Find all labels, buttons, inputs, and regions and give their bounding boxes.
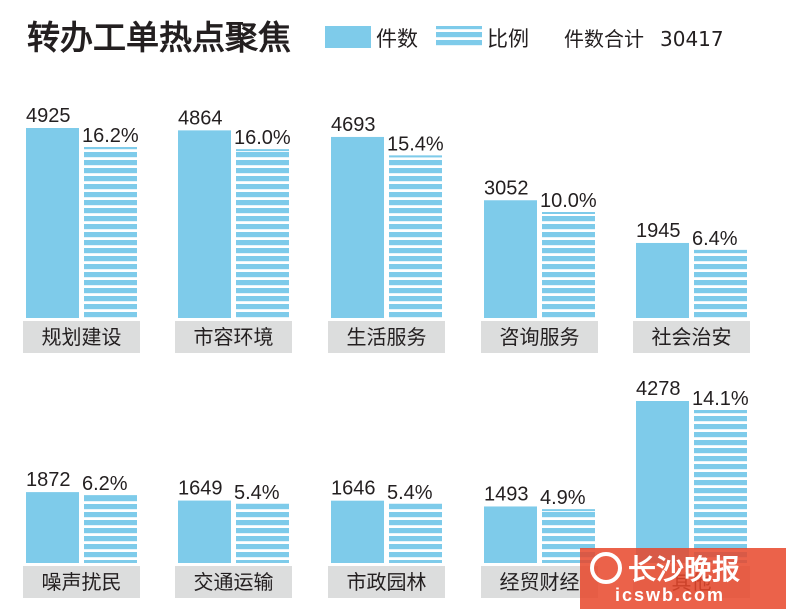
watermark-url: icswb.com [615, 585, 725, 605]
category-label: 社会治安 [652, 325, 732, 349]
ratio-value-label: 6.4% [692, 228, 738, 250]
ratio-bar [84, 148, 137, 318]
category-label: 市容环境 [194, 325, 274, 349]
count-bar [484, 200, 537, 318]
legend-swatch-ratio [436, 26, 482, 48]
ratio-value-label: 10.0% [540, 190, 597, 212]
count-value-label: 1649 [178, 478, 223, 500]
count-bar [484, 506, 537, 563]
count-value-label: 4693 [331, 114, 376, 136]
count-bar [636, 242, 689, 318]
ratio-bar [694, 250, 747, 318]
category-label-box [175, 566, 292, 598]
category-label: 噪声扰民 [42, 570, 122, 594]
ratio-bar [542, 213, 595, 318]
chart-marks: 4925 16.2% 规划建设 4864 16.0% 市容环境 4693 15.4% 生活服务 3… [23, 105, 750, 598]
category-label: 交通运输 [194, 570, 274, 594]
ratio-value-label: 4.9% [540, 487, 586, 509]
ratio-bar [389, 504, 442, 563]
ratio-bar [389, 156, 442, 318]
count-bar [178, 130, 231, 318]
category-label: 咨询服务 [500, 325, 580, 349]
ratio-value-label: 15.4% [387, 133, 444, 155]
count-value-label: 1872 [26, 469, 71, 491]
legend-swatch-count [325, 26, 371, 48]
total-label: 件数合计 [564, 27, 644, 51]
count-value-label: 4925 [26, 105, 71, 127]
ratio-value-label: 16.2% [82, 125, 139, 147]
count-bar [26, 492, 79, 563]
category-label-box [23, 321, 140, 353]
chart-title: 转办工单热点聚焦 [27, 18, 291, 57]
ratio-bar [694, 411, 747, 563]
category-label-box [633, 321, 750, 353]
category-label-box [23, 566, 140, 598]
category-label: 市政园林 [347, 570, 427, 594]
legend-label-ratio: 比例 [487, 27, 529, 51]
watermark-brand: 长沙晚报 [628, 553, 740, 586]
category-label: 经贸财经 [500, 570, 580, 594]
ratio-bar [236, 150, 289, 318]
ratio-bar [236, 504, 289, 563]
ratio-value-label: 5.4% [234, 482, 280, 504]
count-value-label: 3052 [484, 177, 529, 199]
watermark-emblem-icon [590, 552, 622, 584]
watermark-logo: 长沙晚报 icswb.com [580, 548, 786, 609]
count-value-label: 1646 [331, 478, 376, 500]
ratio-value-label: 5.4% [387, 482, 433, 504]
category-label-box [328, 321, 445, 353]
category-label: 规划建设 [42, 325, 122, 349]
legend-label-count: 件数 [376, 27, 418, 51]
category-label-box [481, 566, 598, 598]
count-bar [178, 500, 231, 563]
count-value-label: 4278 [636, 378, 681, 400]
ratio-value-label: 16.0% [234, 127, 291, 149]
category-label-box [175, 321, 292, 353]
count-bar [331, 500, 384, 563]
category-label-box [328, 566, 445, 598]
count-value-label: 1493 [484, 483, 529, 505]
total-value: 30417 [660, 27, 724, 51]
ratio-value-label: 14.1% [692, 388, 749, 410]
count-value-label: 4864 [178, 107, 223, 129]
count-bar [26, 128, 79, 318]
count-value-label: 1945 [636, 220, 681, 242]
ratio-value-label: 6.2% [82, 473, 128, 495]
category-label: 生活服务 [347, 325, 427, 349]
ratio-bar [84, 496, 137, 563]
category-label-box [481, 321, 598, 353]
count-bar [331, 136, 384, 318]
count-bar [636, 401, 689, 563]
